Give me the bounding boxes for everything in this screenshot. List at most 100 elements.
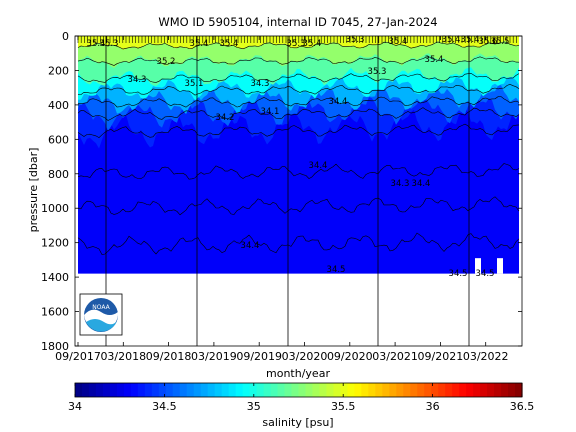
contour-label: 34.5: [327, 265, 346, 275]
y-tick-label: 1200: [41, 237, 69, 250]
colorbar-segment: [396, 383, 404, 397]
x-tick-label: 09/2021: [418, 350, 464, 363]
x-tick-label: 03/2021: [372, 350, 418, 363]
contour-label: 35.4: [461, 35, 480, 45]
colorbar-segment: [333, 383, 341, 397]
colorbar-segment: [375, 383, 383, 397]
x-tick-label: 09/2018: [146, 350, 192, 363]
contour-label: 35.4: [425, 55, 444, 65]
colorbar-segment: [319, 383, 328, 397]
colorbar-segment: [410, 383, 418, 397]
colorbar-segment: [75, 383, 83, 397]
colorbar-segment: [389, 383, 397, 397]
x-tick-label: 03/2022: [463, 350, 509, 363]
colorbar-segment: [326, 383, 335, 397]
contour-label: 34.3: [251, 79, 270, 89]
colorbar-segment: [144, 383, 153, 397]
x-tick-label: 03/2020: [282, 350, 328, 363]
contour-line: [77, 232, 520, 255]
colorbar-segment: [242, 383, 251, 397]
colorbar-segment: [382, 383, 390, 397]
colorbar-segment: [312, 383, 321, 397]
contour-line: [77, 196, 520, 216]
colorbar-tick-label: 34: [68, 400, 82, 413]
colorbar-segment: [151, 383, 160, 397]
contour-label: 35.4: [190, 39, 209, 49]
colorbar-segment: [158, 383, 167, 397]
contour-line: [77, 41, 520, 50]
colorbar-segment: [186, 383, 195, 397]
colorbar: 34 34.5 35 35.5 36 36.5: [68, 382, 534, 413]
colorbar-segment: [207, 383, 216, 397]
colorbar-segment: [165, 383, 174, 397]
colorbar-segment: [102, 383, 111, 397]
contour-line: [77, 163, 520, 180]
colorbar-segment: [193, 383, 202, 397]
plot-frame: [74, 35, 523, 347]
contour-label: 34.2: [216, 113, 235, 123]
colorbar-segment: [368, 383, 376, 397]
contour-label: 35.5: [491, 37, 510, 47]
colorbar-tick-label: 34.5: [152, 400, 177, 413]
colorbar-segment: [305, 383, 314, 397]
noaa-logo-text: NOAA: [92, 304, 110, 311]
contour-line: [77, 56, 520, 66]
contour-label: 34.5: [476, 269, 495, 279]
colorbar-segment: [494, 383, 502, 397]
colorbar-segment: [179, 383, 188, 397]
colorbar-segment: [347, 383, 355, 397]
contour-label: 35.4: [442, 35, 461, 45]
contour-label: 35.3: [368, 67, 387, 77]
contour-line: [77, 72, 520, 83]
data-gap: [497, 258, 503, 274]
y-tick-label: 400: [48, 99, 69, 112]
y-tick-label: 600: [48, 133, 69, 146]
colorbar-segment: [263, 383, 272, 397]
colorbar-segment: [438, 383, 446, 397]
plot-area: 35.435.3 35.4 35.4 35.335.4 35.635.3 35.4 35.4…: [74, 35, 523, 347]
contour-line: [77, 83, 520, 96]
contour-line: [77, 96, 520, 108]
contour-label: 35.4: [87, 39, 106, 49]
contour-line: [77, 123, 520, 138]
colorbar-segment: [109, 383, 118, 397]
colorbar-segment: [137, 383, 146, 397]
colorbar-segment: [88, 383, 97, 397]
contour-label: 34.1: [261, 107, 280, 117]
colorbar-segment: [130, 383, 139, 397]
contour-label: 35.4: [303, 39, 322, 49]
x-tick-label: 03/2019: [191, 350, 237, 363]
colorbar-segment: [221, 383, 230, 397]
colorbar-segment: [277, 383, 286, 397]
noaa-logo: NOAA: [79, 293, 123, 336]
colorbar-segment: [361, 383, 369, 397]
colorbar-segment: [487, 383, 495, 397]
colorbar-tick-label: 35: [247, 400, 261, 413]
contour-label: 34.4: [412, 179, 431, 189]
contour-label: 35.4: [220, 39, 239, 49]
contour-label: 34.3: [128, 75, 147, 85]
colorbar-segment: [466, 383, 474, 397]
colorbar-segment: [459, 383, 467, 397]
colorbar-segment: [123, 383, 132, 397]
colorbar-tick-label: 35.5: [331, 400, 356, 413]
colorbar-tick-label: 36: [426, 400, 440, 413]
colorbar-segment: [249, 383, 258, 397]
contour-label: 35.2: [157, 57, 176, 67]
colorbar-segment: [431, 383, 439, 397]
chart-title: WMO ID 5905104, internal ID 7045, 27-Jan…: [158, 15, 437, 29]
y-tick-label: 1000: [41, 202, 69, 215]
colorbar-segment: [480, 383, 488, 397]
x-axis-title: month/year: [266, 367, 330, 380]
colorbar-segment: [424, 383, 432, 397]
colorbar-segment: [81, 383, 90, 397]
contour-label: 34.4: [241, 241, 260, 251]
colorbar-segment: [403, 383, 411, 397]
y-tick-label: 200: [48, 64, 69, 77]
colorbar-segment: [270, 383, 279, 397]
contour-label: 34.4: [329, 97, 348, 107]
colorbar-segment: [354, 383, 362, 397]
contour-label: 35.3: [100, 39, 119, 49]
y-axis-title: pressure [dbar]: [27, 148, 40, 233]
x-tick-label: 03/2018: [100, 350, 146, 363]
